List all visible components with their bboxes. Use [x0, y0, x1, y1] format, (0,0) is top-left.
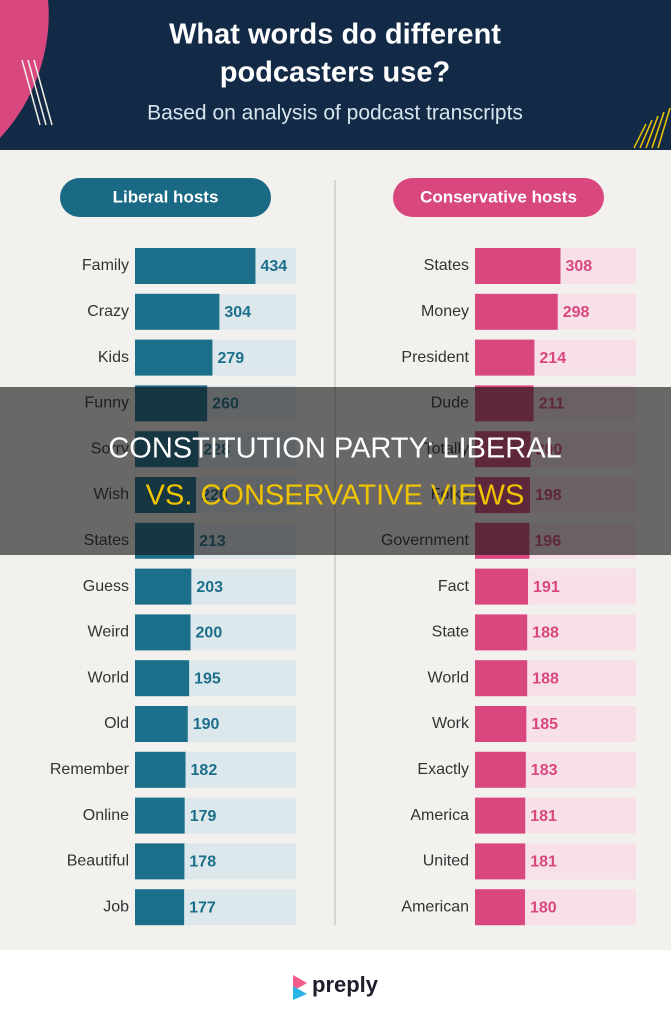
overlay-band — [0, 387, 671, 555]
category-label: Crazy — [87, 303, 129, 320]
subtitle: Based on analysis of podcast transcripts — [147, 102, 523, 125]
category-label: Old — [104, 715, 129, 732]
header-stripes — [21, 59, 53, 126]
bar — [135, 614, 191, 651]
logo-mark — [293, 986, 307, 1000]
value-label: 304 — [224, 304, 251, 321]
bar — [475, 889, 525, 926]
value-label: 188 — [532, 670, 559, 687]
value-label: 298 — [563, 304, 590, 321]
header-band — [0, 0, 671, 150]
value-label: 185 — [531, 716, 558, 733]
header-stripes-right — [633, 107, 671, 149]
category-label: World — [428, 669, 470, 686]
category-label: United — [423, 853, 469, 870]
title: podcasters use? — [220, 57, 450, 89]
bar — [475, 706, 527, 742]
category-label: Fact — [438, 578, 470, 595]
value-label: 181 — [530, 854, 557, 871]
category-label: American — [401, 898, 469, 915]
category-label: Job — [103, 898, 129, 915]
bar — [135, 843, 185, 880]
logo-mark — [293, 975, 307, 991]
category-label: Online — [83, 807, 129, 824]
bar — [475, 339, 535, 376]
footer — [0, 950, 671, 1024]
bar — [475, 568, 529, 605]
value-label: 279 — [217, 350, 244, 367]
chart-title: Liberal hosts — [113, 187, 219, 206]
overlay-title: CONSTITUTION PARTY: LIBERAL — [108, 433, 561, 465]
category-label: States — [424, 257, 469, 274]
category-label: World — [88, 669, 130, 686]
value-label: 178 — [189, 854, 216, 871]
value-label: 195 — [194, 670, 221, 687]
value-label: 183 — [531, 762, 558, 779]
bar — [135, 339, 213, 376]
value-label: 191 — [533, 579, 560, 596]
bar — [135, 889, 185, 926]
value-label: 179 — [190, 808, 217, 825]
bar — [475, 614, 528, 651]
bar — [135, 797, 185, 834]
category-label: Exactly — [417, 761, 469, 778]
category-label: Kids — [98, 349, 129, 366]
category-label: Work — [432, 715, 470, 732]
category-label: Family — [82, 257, 129, 274]
value-label: 177 — [189, 899, 216, 916]
category-label: Remember — [50, 761, 130, 778]
bar — [475, 797, 526, 834]
bar — [135, 248, 256, 284]
bar — [475, 751, 526, 788]
legend-pill — [393, 178, 604, 217]
category-label: President — [401, 349, 469, 366]
value-label: 181 — [530, 808, 557, 825]
value-label: 308 — [565, 258, 592, 275]
bar — [475, 248, 561, 284]
value-label: 180 — [530, 899, 557, 916]
value-label: 214 — [539, 350, 566, 367]
chart-title: Conservative hosts — [420, 187, 577, 206]
category-label: America — [410, 807, 469, 824]
category-label: Weird — [88, 624, 130, 641]
category-label: Beautiful — [67, 853, 129, 870]
bar — [475, 293, 558, 330]
bar — [135, 751, 186, 788]
category-label: Money — [421, 303, 469, 320]
value-label: 200 — [196, 625, 223, 642]
bar — [475, 843, 526, 880]
value-label: 188 — [532, 625, 559, 642]
overlay-title: VS. CONSERVATIVE VIEWS — [146, 480, 525, 512]
value-label: 182 — [191, 762, 218, 779]
bar — [135, 660, 190, 697]
bar — [475, 660, 528, 697]
logo: preply — [312, 972, 379, 997]
value-label: 190 — [193, 716, 220, 733]
value-label: 203 — [196, 579, 223, 596]
legend-pill — [60, 178, 271, 217]
bar — [135, 568, 192, 605]
title: What words do different — [169, 19, 501, 51]
bar — [135, 706, 188, 742]
bar — [135, 293, 220, 330]
category-label: Guess — [83, 578, 129, 595]
category-label: State — [432, 624, 469, 641]
value-label: 434 — [260, 258, 287, 275]
